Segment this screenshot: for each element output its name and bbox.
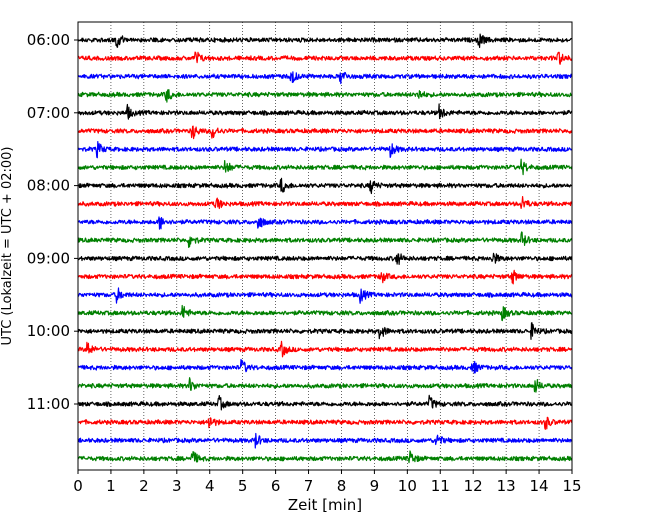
seismogram-trace	[77, 196, 573, 210]
seismogram-trace	[77, 340, 573, 358]
seismogram-trace	[77, 33, 573, 49]
x-tick-label: 7	[304, 477, 314, 495]
y-tick-label: 10:00	[27, 322, 70, 340]
seismogram-trace	[77, 158, 573, 176]
seismogram-trace	[77, 141, 573, 159]
y-tick-label: 07:00	[27, 104, 70, 122]
y-tick-label: 11:00	[27, 395, 70, 413]
x-axis-ticks: 0 1 2 3 4 5 6 7 8 9 10 11 12 13 14 15	[73, 470, 582, 495]
x-tick-label: 3	[172, 477, 182, 495]
seismogram-trace	[77, 287, 573, 304]
seismogram-trace	[77, 89, 573, 103]
traces	[77, 33, 573, 464]
seismogram-trace	[77, 450, 573, 464]
seismogram-trace	[77, 71, 573, 85]
plot-frame	[77, 21, 573, 471]
y-tick-label: 06:00	[27, 31, 70, 49]
x-tick-label: 2	[139, 477, 149, 495]
y-tick-label: 08:00	[27, 177, 70, 195]
y-axis-ticks: 06:00 07:00 08:00 09:00 10:00 11:00	[27, 31, 78, 413]
x-tick-label: 13	[497, 477, 516, 495]
seismogram-trace	[77, 103, 573, 120]
seismogram-trace	[77, 252, 573, 265]
seismogram-trace	[77, 51, 573, 65]
seismogram-trace	[77, 125, 573, 140]
seismogram-trace	[77, 269, 573, 285]
seismogram-trace	[77, 432, 573, 449]
seismogram-trace	[77, 358, 573, 374]
x-tick-label: 14	[530, 477, 549, 495]
x-tick-label: 10	[398, 477, 417, 495]
x-tick-label: 0	[73, 477, 83, 495]
seismogram-trace	[77, 416, 573, 430]
seismogram-trace	[77, 394, 573, 411]
x-tick-label: 12	[464, 477, 483, 495]
x-tick-label: 15	[562, 477, 581, 495]
x-tick-label: 11	[431, 477, 450, 495]
x-tick-label: 8	[337, 477, 347, 495]
y-axis-label: UTC (Lokalzeit = UTC + 02:00)	[0, 147, 15, 346]
seismogram-trace	[77, 322, 573, 340]
seismogram-trace	[77, 177, 573, 195]
x-tick-label: 9	[370, 477, 380, 495]
x-tick-label: 6	[271, 477, 281, 495]
seismogram-trace	[77, 216, 573, 230]
x-tick-label: 4	[205, 477, 215, 495]
x-tick-label: 5	[238, 477, 248, 495]
y-tick-label: 09:00	[27, 249, 70, 267]
x-axis-label: Zeit [min]	[288, 496, 362, 514]
x-tick-label: 1	[106, 477, 116, 495]
seismogram-trace	[77, 304, 573, 322]
seismogram-trace	[77, 377, 573, 393]
seismogram-trace	[77, 231, 573, 248]
